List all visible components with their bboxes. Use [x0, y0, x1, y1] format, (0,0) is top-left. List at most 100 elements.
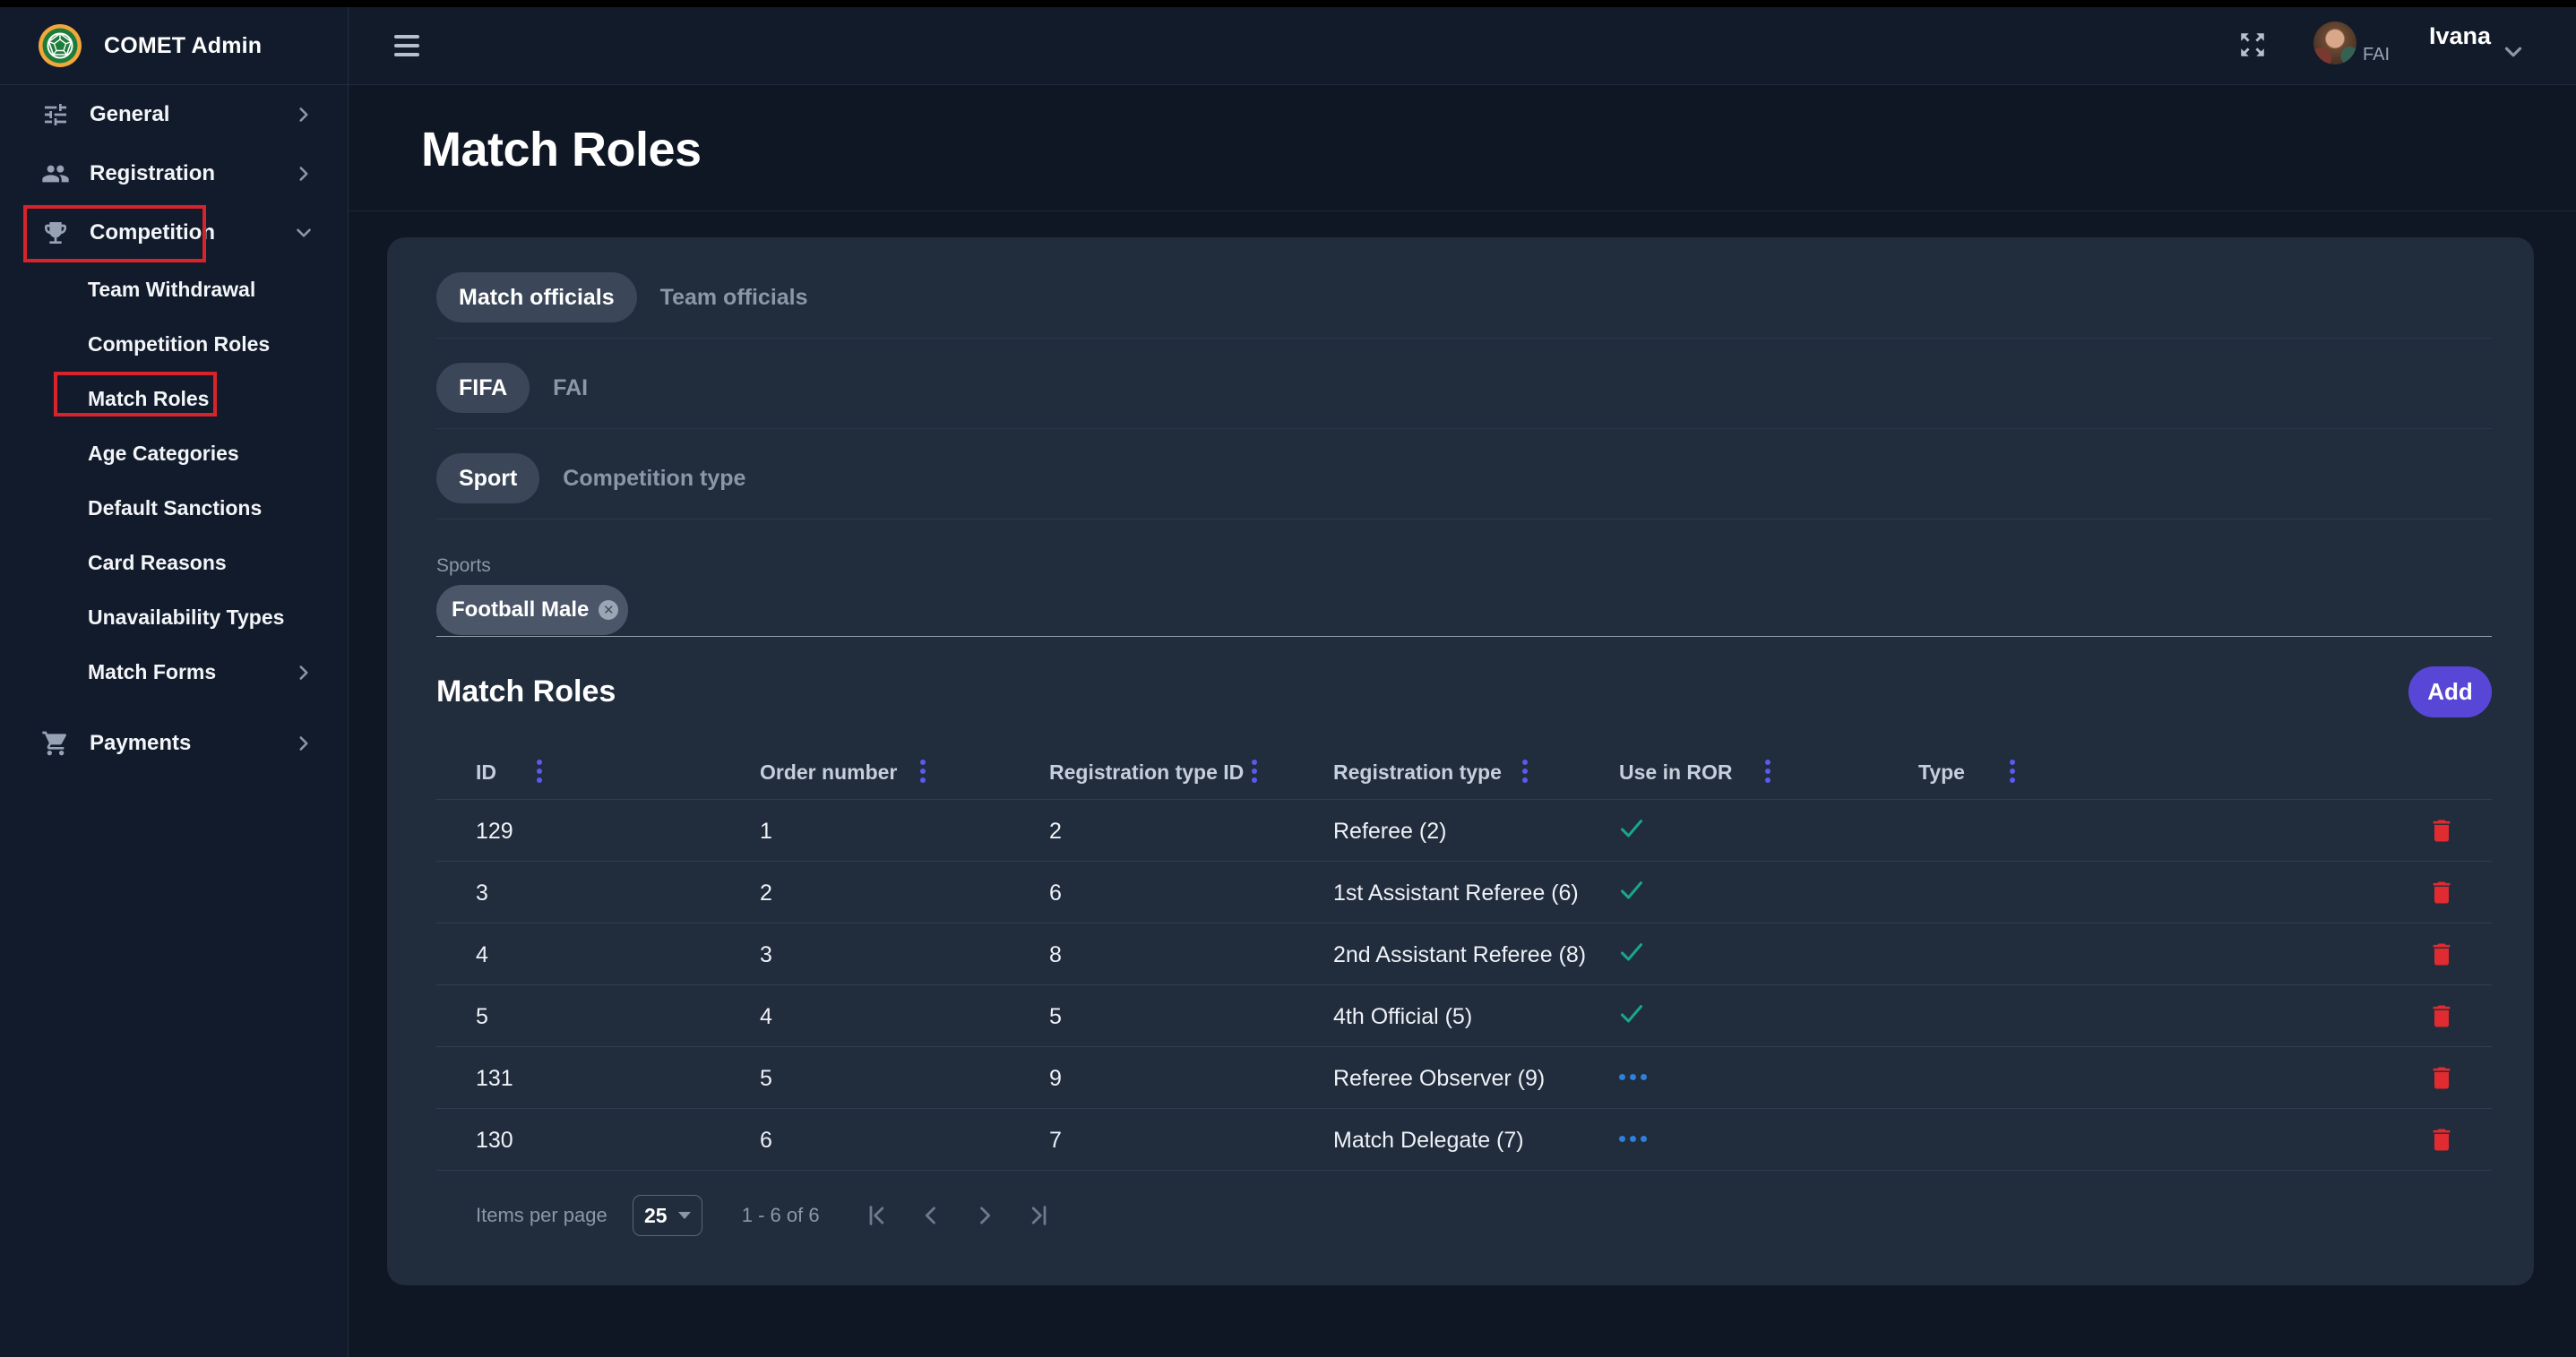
sport-chip-label: Football Male [452, 597, 590, 622]
first-page-icon[interactable] [865, 1203, 890, 1228]
sports-field-label: Sports [436, 555, 491, 576]
page-divider [349, 210, 2576, 211]
tab-fifa[interactable]: FIFA [436, 363, 530, 413]
check-icon [1619, 818, 1644, 846]
tab-match-officials[interactable]: Match officials [436, 272, 637, 322]
cell-order-number: 1 [760, 819, 772, 844]
cell-registration-type-id: 9 [1049, 1066, 1062, 1091]
divider [436, 428, 2492, 429]
cart-icon [41, 729, 70, 758]
user-name[interactable]: Ivana [2428, 22, 2491, 49]
delete-icon[interactable] [2427, 939, 2456, 973]
section-title: Match Roles [436, 674, 616, 709]
next-page-icon[interactable] [972, 1203, 997, 1228]
cell-id: 5 [476, 1004, 488, 1029]
page-title: Match Roles [421, 123, 702, 176]
delete-icon[interactable] [2427, 877, 2456, 911]
cell-registration-type: 4th Official (5) [1333, 1004, 1473, 1029]
topbar: FAI Ivana [349, 7, 2576, 85]
chevron-right-icon [292, 103, 315, 126]
tab-sport[interactable]: Sport [436, 453, 540, 503]
delete-icon[interactable] [2427, 1124, 2456, 1158]
sidebar-item-card-reasons[interactable]: Card Reasons [0, 536, 348, 590]
tab-team-officials[interactable]: Team officials [659, 284, 808, 310]
sidebar-item-registration[interactable]: Registration [0, 144, 348, 203]
cell-registration-type: Referee (2) [1333, 819, 1447, 844]
last-page-icon[interactable] [1026, 1203, 1051, 1228]
cell-order-number: 5 [760, 1066, 772, 1091]
sidebar-item-label: Default Sanctions [88, 496, 263, 520]
delete-icon[interactable] [2427, 1062, 2456, 1096]
add-button[interactable]: Add [2408, 666, 2492, 717]
sidebar-item-competition-roles[interactable]: Competition Roles [0, 317, 348, 372]
delete-icon[interactable] [2427, 815, 2456, 849]
sidebar-item-label: Unavailability Types [88, 605, 285, 629]
cell-order-number: 3 [760, 942, 772, 967]
column-header-registration-type: Registration type [1333, 760, 1502, 784]
kebab-menu-icon[interactable] [1763, 758, 1772, 785]
sidebar-item-label: Competition Roles [88, 332, 271, 356]
prev-page-icon[interactable] [918, 1203, 943, 1228]
match-roles-card: Match officials Team officials FIFA FAI … [387, 237, 2534, 1285]
items-per-page-label: Items per page [476, 1204, 607, 1226]
avatar[interactable] [2313, 21, 2356, 64]
org-tabs: FIFA FAI [436, 363, 2492, 413]
cell-registration-type-id: 2 [1049, 819, 1062, 844]
cell-id: 130 [476, 1128, 513, 1153]
column-header-use-in-ror: Use in ROR [1619, 760, 1733, 784]
menu-icon[interactable] [394, 35, 419, 56]
pending-dots-icon [1619, 1074, 1647, 1080]
kebab-menu-icon[interactable] [918, 758, 927, 785]
kebab-menu-icon[interactable] [1521, 758, 1529, 785]
column-header-type: Type [1918, 760, 1965, 784]
fullscreen-icon[interactable] [2237, 30, 2268, 64]
kebab-menu-icon[interactable] [2008, 758, 2017, 785]
trophy-icon [41, 219, 70, 247]
sidebar-item-match-roles[interactable]: Match Roles [0, 372, 348, 426]
table-row: 129 1 2 Referee (2) [436, 800, 2492, 862]
chevron-down-icon [292, 221, 315, 245]
chevron-down-icon[interactable] [2500, 39, 2527, 70]
sidebar: COMET Admin General Registration [0, 0, 349, 1357]
sidebar-item-competition[interactable]: Competition [0, 203, 348, 262]
close-circle-icon[interactable]: ✕ [599, 600, 619, 620]
sidebar-item-default-sanctions[interactable]: Default Sanctions [0, 481, 348, 536]
sidebar-item-label: Card Reasons [88, 551, 227, 574]
check-icon [1619, 1003, 1644, 1031]
chevron-right-icon [292, 162, 315, 185]
chevron-right-icon [292, 732, 315, 755]
sport-chip[interactable]: Football Male ✕ [436, 585, 629, 635]
sidebar-item-payments[interactable]: Payments [0, 714, 348, 773]
check-icon [1619, 880, 1644, 907]
cell-registration-type-id: 6 [1049, 880, 1062, 906]
table-header: ID Order number Registration type ID Reg… [436, 746, 2492, 800]
sidebar-item-label: Match Forms [88, 660, 217, 683]
sidebar-item-unavailability-types[interactable]: Unavailability Types [0, 590, 348, 645]
table-row: 130 6 7 Match Delegate (7) [436, 1109, 2492, 1171]
tune-icon [41, 100, 70, 129]
pagination: Items per page 25 1 - 6 of 6 [436, 1195, 2492, 1236]
sidebar-item-general[interactable]: General [0, 85, 348, 144]
cell-order-number: 2 [760, 880, 772, 906]
cell-registration-type-id: 7 [1049, 1128, 1062, 1153]
brand-header: COMET Admin [0, 7, 348, 85]
tab-competition-type[interactable]: Competition type [563, 465, 746, 491]
cell-registration-type: 2nd Assistant Referee (8) [1333, 942, 1587, 967]
kebab-menu-icon[interactable] [1250, 758, 1259, 785]
page-size-select[interactable]: 25 [632, 1195, 702, 1236]
sidebar-item-match-forms[interactable]: Match Forms [0, 645, 348, 700]
kebab-menu-icon[interactable] [535, 758, 544, 785]
sidebar-item-team-withdrawal[interactable]: Team Withdrawal [0, 262, 348, 317]
top-black-strip [0, 0, 2576, 7]
caret-down-icon [677, 1212, 691, 1219]
delete-icon[interactable] [2427, 1001, 2456, 1035]
tab-fai[interactable]: FAI [553, 374, 589, 400]
cell-registration-type-id: 8 [1049, 942, 1062, 967]
sports-field[interactable]: Football Male ✕ [436, 585, 2492, 637]
cell-registration-type: Match Delegate (7) [1333, 1128, 1524, 1153]
user-org-label: FAI [2362, 45, 2390, 64]
sidebar-item-age-categories[interactable]: Age Categories [0, 426, 348, 481]
section-header: Match Roles Add [436, 666, 2492, 717]
cell-id: 131 [476, 1066, 513, 1091]
